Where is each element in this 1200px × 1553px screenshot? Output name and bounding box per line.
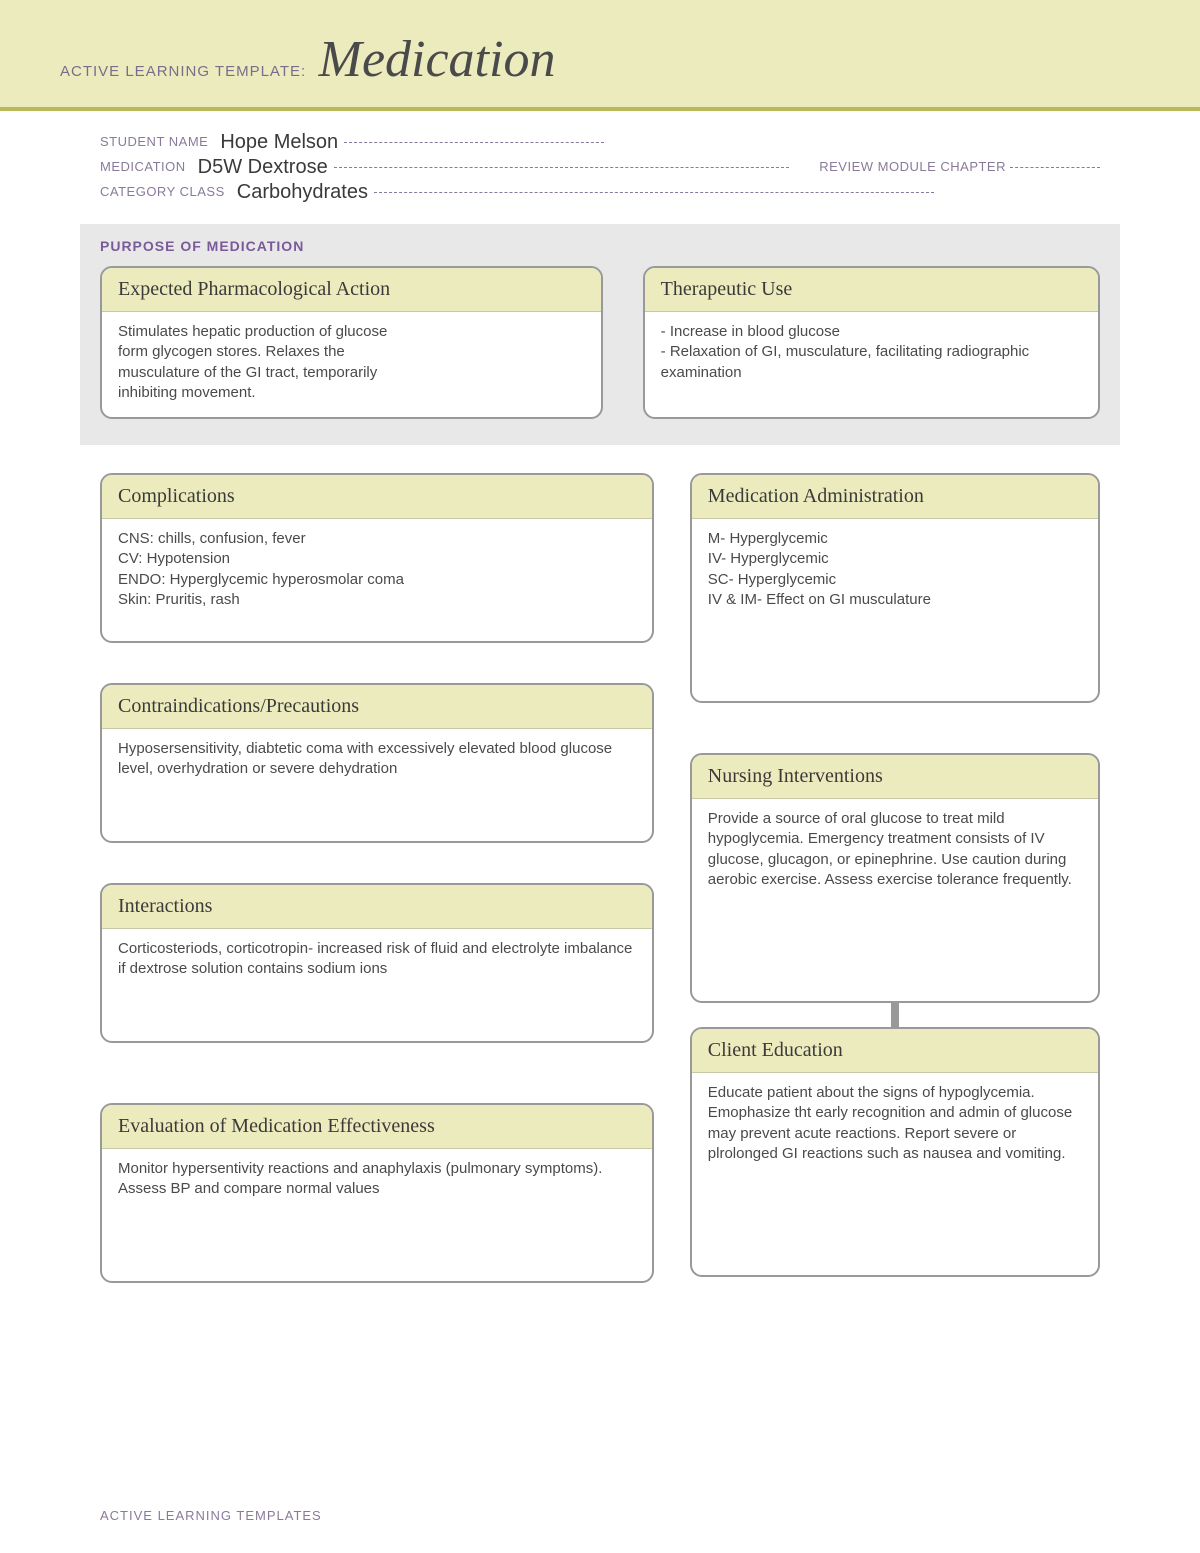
administration-card: Medication Administration M- Hyperglycem… xyxy=(690,473,1100,703)
education-body: Educate patient about the signs of hypog… xyxy=(692,1073,1098,1178)
category-value: Carbohydrates xyxy=(237,181,368,204)
complications-card: Complications CNS: chills, confusion, fe… xyxy=(100,473,654,643)
contraindications-body: Hyposersensitivity, diabtetic coma with … xyxy=(102,729,652,794)
footer-text: ACTIVE LEARNING TEMPLATES xyxy=(100,1508,322,1523)
expected-action-body: Stimulates hepatic production of glucose… xyxy=(102,312,422,417)
administration-body: M- Hyperglycemic IV- Hyperglycemic SC- H… xyxy=(692,519,1098,624)
student-name-label: STUDENT NAME xyxy=(100,134,208,149)
complications-title: Complications xyxy=(102,475,652,519)
student-name-value: Hope Melson xyxy=(220,131,338,154)
medication-value: D5W Dextrose xyxy=(198,156,328,179)
review-module-label: REVIEW MODULE CHAPTER xyxy=(819,159,1006,174)
therapeutic-use-body: - Increase in blood glucose - Relaxation… xyxy=(645,312,1098,397)
nursing-body: Provide a source of oral glucose to trea… xyxy=(692,799,1098,904)
medication-label: MEDICATION xyxy=(100,159,186,174)
evaluation-body: Monitor hypersentivity reactions and ana… xyxy=(102,1149,652,1214)
header-label: ACTIVE LEARNING TEMPLATE: xyxy=(60,63,306,80)
right-column: Medication Administration M- Hyperglycem… xyxy=(690,473,1100,1283)
header-title: Medication xyxy=(319,31,556,88)
spacer xyxy=(690,703,1100,753)
evaluation-title: Evaluation of Medication Effectiveness xyxy=(102,1105,652,1149)
interactions-title: Interactions xyxy=(102,885,652,929)
nursing-title: Nursing Interventions xyxy=(692,755,1098,799)
form-area: STUDENT NAME Hope Melson MEDICATION D5W … xyxy=(0,111,1200,214)
education-card: Client Education Educate patient about t… xyxy=(690,1027,1100,1277)
header-band: ACTIVE LEARNING TEMPLATE: Medication xyxy=(0,0,1200,111)
connector-line xyxy=(891,1001,899,1029)
administration-title: Medication Administration xyxy=(692,475,1098,519)
content-area: Complications CNS: chills, confusion, fe… xyxy=(0,445,1200,1283)
purpose-section: PURPOSE OF MEDICATION Expected Pharmacol… xyxy=(80,224,1120,445)
category-line xyxy=(374,192,934,193)
evaluation-card: Evaluation of Medication Effectiveness M… xyxy=(100,1103,654,1283)
contraindications-title: Contraindications/Precautions xyxy=(102,685,652,729)
interactions-card: Interactions Corticosteriods, corticotro… xyxy=(100,883,654,1043)
review-module-line xyxy=(1010,167,1100,168)
category-label: CATEGORY CLASS xyxy=(100,184,225,199)
purpose-title: PURPOSE OF MEDICATION xyxy=(100,238,1100,254)
therapeutic-use-card: Therapeutic Use - Increase in blood gluc… xyxy=(643,266,1100,419)
nursing-card: Nursing Interventions Provide a source o… xyxy=(690,753,1100,1003)
contraindications-card: Contraindications/Precautions Hyposersen… xyxy=(100,683,654,843)
medication-line xyxy=(334,167,790,168)
education-title: Client Education xyxy=(692,1029,1098,1073)
therapeutic-use-title: Therapeutic Use xyxy=(645,268,1098,312)
interactions-body: Corticosteriods, corticotropin- increase… xyxy=(102,929,652,994)
expected-action-card: Expected Pharmacological Action Stimulat… xyxy=(100,266,603,419)
left-column: Complications CNS: chills, confusion, fe… xyxy=(100,473,654,1283)
student-name-line xyxy=(344,142,604,143)
complications-body: CNS: chills, confusion, fever CV: Hypote… xyxy=(102,519,652,624)
expected-action-title: Expected Pharmacological Action xyxy=(102,268,601,312)
page: ACTIVE LEARNING TEMPLATE: Medication STU… xyxy=(0,0,1200,1553)
